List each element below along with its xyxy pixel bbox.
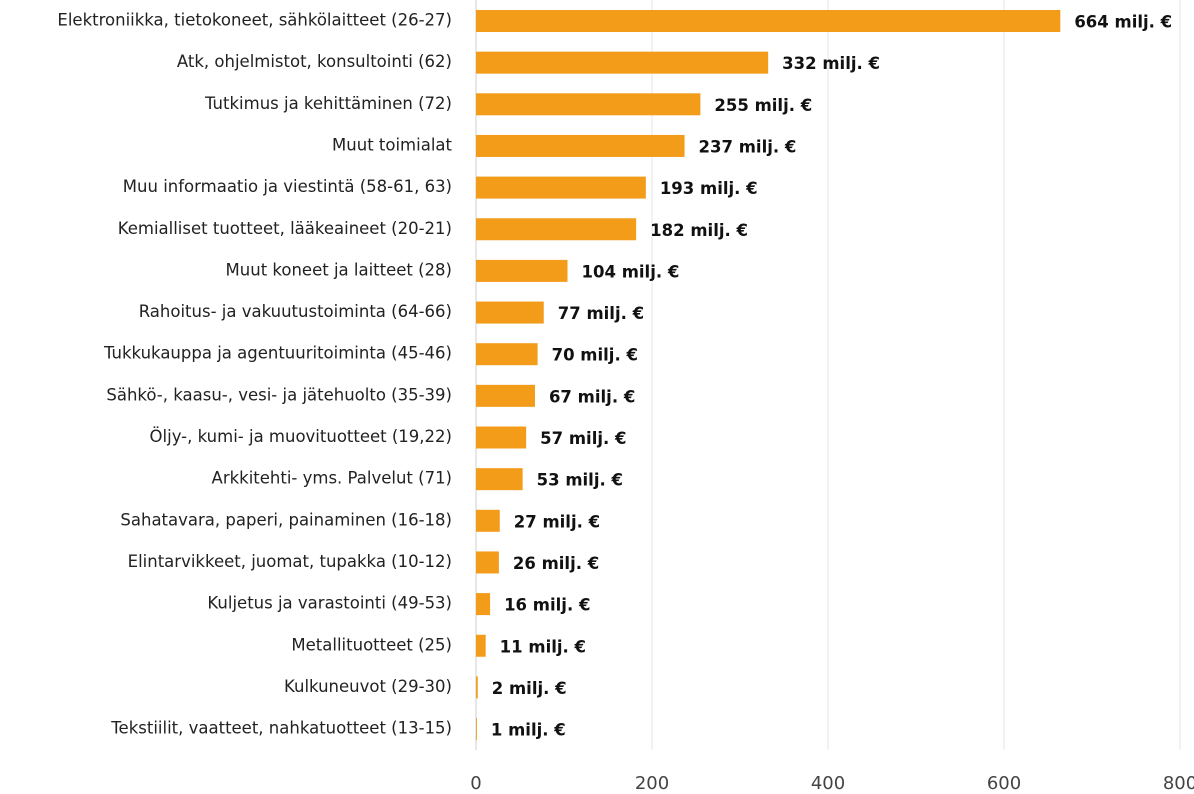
category-label: Tutkimus ja kehittäminen (72) — [204, 94, 452, 113]
category-label: Muut koneet ja laitteet (28) — [226, 260, 452, 279]
bar — [476, 259, 568, 282]
bar — [476, 509, 500, 532]
value-label: 26 milj. € — [513, 554, 599, 573]
x-tick-label: 200 — [635, 773, 669, 794]
category-label: Elintarvikkeet, juomat, tupakka (10-12) — [128, 552, 452, 571]
value-label: 2 milj. € — [492, 679, 567, 698]
bar — [476, 468, 523, 491]
value-label: 27 milj. € — [514, 512, 600, 531]
bar — [476, 218, 637, 241]
value-label: 237 milj. € — [699, 137, 797, 156]
value-label: 104 milj. € — [582, 262, 680, 281]
x-tick-label: 800 — [1163, 773, 1194, 794]
value-label: 53 milj. € — [537, 471, 623, 490]
category-label: Arkkitehti- yms. Palvelut (71) — [212, 469, 452, 488]
category-label: Tukkukauppa ja agentuuritoiminta (45-46) — [103, 344, 452, 363]
value-label: 57 milj. € — [540, 429, 626, 448]
value-label: 255 milj. € — [714, 96, 812, 115]
value-label: 16 milj. € — [504, 596, 590, 615]
category-label: Muu informaatio ja viestintä (58-61, 63) — [123, 177, 452, 196]
bar — [476, 593, 491, 616]
bar — [476, 426, 527, 449]
bar — [476, 176, 646, 199]
category-label: Tekstiilit, vaatteet, nahkatuotteet (13-… — [110, 719, 452, 738]
category-label: Elektroniikka, tietokoneet, sähkölaittee… — [57, 11, 452, 30]
category-label: Metallituotteet (25) — [291, 635, 452, 654]
x-tick-label: 400 — [811, 773, 845, 794]
category-label: Sahatavara, paperi, painaminen (16-18) — [120, 510, 452, 529]
category-label: Muut toimialat — [332, 135, 452, 154]
bar — [476, 10, 1061, 32]
category-label: Kemialliset tuotteet, lääkeaineet (20-21… — [118, 219, 452, 238]
value-label: 11 milj. € — [500, 637, 586, 656]
bar — [476, 343, 538, 366]
category-label: Rahoitus- ja vakuutustoiminta (64-66) — [139, 302, 452, 321]
value-label: 77 milj. € — [558, 304, 644, 323]
value-label: 67 milj. € — [549, 387, 635, 406]
bar — [476, 634, 486, 657]
x-tick-label: 0 — [470, 773, 481, 794]
bar — [476, 718, 477, 741]
value-label: 1 milj. € — [491, 721, 566, 740]
x-tick-label: 600 — [987, 773, 1021, 794]
value-label: 70 milj. € — [552, 346, 638, 365]
category-label: Öljy-, kumi- ja muovituotteet (19,22) — [150, 427, 452, 446]
bar — [476, 134, 685, 157]
category-label: Kuljetus ja varastointi (49-53) — [207, 594, 452, 613]
category-label: Sähkö-, kaasu-, vesi- ja jätehuolto (35-… — [106, 385, 452, 404]
bar — [476, 384, 535, 407]
bar — [476, 51, 769, 74]
bar — [476, 93, 701, 116]
bar — [476, 676, 478, 699]
value-label: 193 milj. € — [660, 179, 758, 198]
value-label: 182 milj. € — [650, 221, 748, 240]
bar — [476, 301, 544, 324]
value-label: 332 milj. € — [782, 54, 880, 73]
category-label: Atk, ohjelmistot, konsultointi (62) — [177, 52, 452, 71]
bar — [476, 551, 499, 574]
value-label: 664 milj. € — [1074, 13, 1172, 32]
category-label: Kulkuneuvot (29-30) — [284, 677, 452, 696]
